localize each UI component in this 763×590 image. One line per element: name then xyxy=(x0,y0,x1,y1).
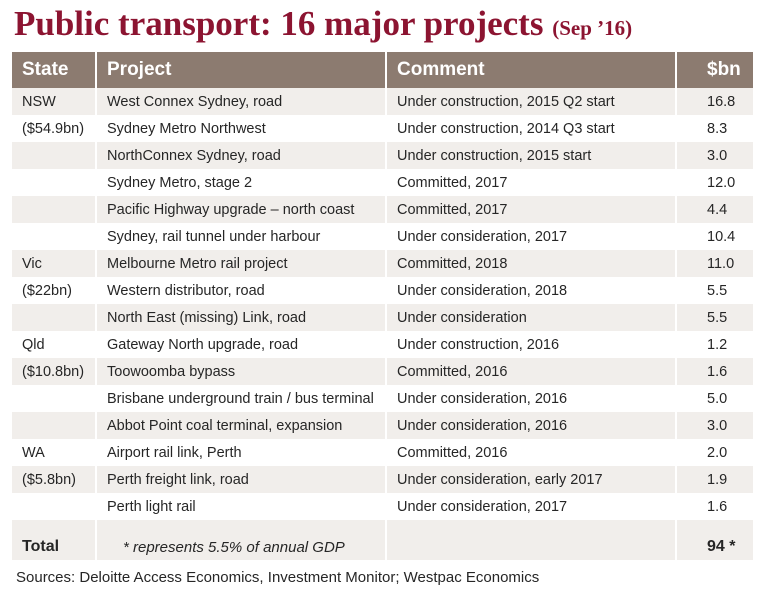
cell-comment: Under consideration, 2016 xyxy=(386,385,677,412)
cell-state: WA xyxy=(12,439,97,466)
table-row: Vic Melbourne Metro rail project Committ… xyxy=(12,250,753,277)
cell-state xyxy=(12,493,97,520)
cell-value: 16.8 xyxy=(676,88,753,115)
projects-table: State Project Comment $bn NSW West Conne… xyxy=(12,52,753,560)
table-row: Qld Gateway North upgrade, road Under co… xyxy=(12,331,753,358)
cell-project: Sydney Metro Northwest xyxy=(96,115,387,142)
table-row: Perth light rail Under consideration, 20… xyxy=(12,493,753,520)
cell-project: Sydney, rail tunnel under harbour xyxy=(96,223,387,250)
cell-value: 1.6 xyxy=(676,493,753,520)
cell-value: 2.0 xyxy=(676,439,753,466)
cell-state: NSW xyxy=(12,88,97,115)
cell-value: 11.0 xyxy=(676,250,753,277)
header-value: $bn xyxy=(676,52,753,88)
table-total-row: Total * represents 5.5% of annual GDP 94… xyxy=(12,534,753,560)
cell-comment: Under consideration, 2018 xyxy=(386,277,677,304)
cell-value: 1.9 xyxy=(676,466,753,493)
cell-value: 10.4 xyxy=(676,223,753,250)
cell-comment: Committed, 2016 xyxy=(386,358,677,385)
table-row: Abbot Point coal terminal, expansion Und… xyxy=(12,412,753,439)
cell-state xyxy=(12,412,97,439)
cell-state xyxy=(12,142,97,169)
cell-project: West Connex Sydney, road xyxy=(96,88,387,115)
cell-value: 3.0 xyxy=(676,412,753,439)
title-date: (Sep ’16) xyxy=(552,16,633,40)
cell-comment: Committed, 2016 xyxy=(386,439,677,466)
cell-value: 1.6 xyxy=(676,358,753,385)
cell-project: Airport rail link, Perth xyxy=(96,439,387,466)
cell-state xyxy=(12,169,97,196)
cell-comment: Under consideration, 2017 xyxy=(386,493,677,520)
cell-comment: Under construction, 2016 xyxy=(386,331,677,358)
table-header-row: State Project Comment $bn xyxy=(12,52,753,88)
header-project: Project xyxy=(96,52,387,88)
page-title: Public transport: 16 major projects (Sep… xyxy=(14,4,632,48)
cell-value: 4.4 xyxy=(676,196,753,223)
cell-value: 3.0 xyxy=(676,142,753,169)
cell-state: Vic xyxy=(12,250,97,277)
cell-project: Perth freight link, road xyxy=(96,466,387,493)
table-row: WA Airport rail link, Perth Committed, 2… xyxy=(12,439,753,466)
cell-project: Melbourne Metro rail project xyxy=(96,250,387,277)
cell-comment: Under consideration, 2017 xyxy=(386,223,677,250)
cell-project: North East (missing) Link, road xyxy=(96,304,387,331)
table-row: ($54.9bn) Sydney Metro Northwest Under c… xyxy=(12,115,753,142)
cell-state xyxy=(12,304,97,331)
table-row: Pacific Highway upgrade – north coast Co… xyxy=(12,196,753,223)
cell-state: ($54.9bn) xyxy=(12,115,97,142)
cell-state xyxy=(12,223,97,250)
cell-project: Pacific Highway upgrade – north coast xyxy=(96,196,387,223)
cell-value: 5.0 xyxy=(676,385,753,412)
cell-state: Qld xyxy=(12,331,97,358)
cell-project: Gateway North upgrade, road xyxy=(96,331,387,358)
cell-comment: Committed, 2017 xyxy=(386,196,677,223)
cell-state xyxy=(12,385,97,412)
cell-project: Perth light rail xyxy=(96,493,387,520)
cell-state: ($10.8bn) xyxy=(12,358,97,385)
cell-comment: Under consideration xyxy=(386,304,677,331)
table-row: Brisbane underground train / bus termina… xyxy=(12,385,753,412)
cell-project: Brisbane underground train / bus termina… xyxy=(96,385,387,412)
title-main: Public transport: 16 major projects xyxy=(14,4,544,43)
cell-state: ($22bn) xyxy=(12,277,97,304)
table-row: Sydney, rail tunnel under harbour Under … xyxy=(12,223,753,250)
cell-project: Toowoomba bypass xyxy=(96,358,387,385)
table-row: ($10.8bn) Toowoomba bypass Committed, 20… xyxy=(12,358,753,385)
total-value: 94 * xyxy=(676,534,753,560)
cell-value: 8.3 xyxy=(676,115,753,142)
cell-comment: Under construction, 2015 Q2 start xyxy=(386,88,677,115)
cell-comment: Committed, 2018 xyxy=(386,250,677,277)
cell-value: 1.2 xyxy=(676,331,753,358)
cell-project: Western distributor, road xyxy=(96,277,387,304)
table-row: Sydney Metro, stage 2 Committed, 2017 12… xyxy=(12,169,753,196)
cell-value: 12.0 xyxy=(676,169,753,196)
header-comment: Comment xyxy=(386,52,677,88)
cell-comment: Under construction, 2015 start xyxy=(386,142,677,169)
cell-value: 5.5 xyxy=(676,277,753,304)
table-row: NSW West Connex Sydney, road Under const… xyxy=(12,88,753,115)
cell-state xyxy=(12,196,97,223)
header-state: State xyxy=(12,52,97,88)
table-row: ($22bn) Western distributor, road Under … xyxy=(12,277,753,304)
table-spacer-row xyxy=(12,520,753,534)
cell-comment: Committed, 2017 xyxy=(386,169,677,196)
cell-project: NorthConnex Sydney, road xyxy=(96,142,387,169)
cell-comment: Under consideration, 2016 xyxy=(386,412,677,439)
cell-state: ($5.8bn) xyxy=(12,466,97,493)
total-empty-cell xyxy=(386,534,677,560)
table-row: ($5.8bn) Perth freight link, road Under … xyxy=(12,466,753,493)
cell-project: Abbot Point coal terminal, expansion xyxy=(96,412,387,439)
table-row: North East (missing) Link, road Under co… xyxy=(12,304,753,331)
total-note: * represents 5.5% of annual GDP xyxy=(96,534,387,560)
table-row: NorthConnex Sydney, road Under construct… xyxy=(12,142,753,169)
source-note: Sources: Deloitte Access Economics, Inve… xyxy=(16,569,540,586)
cell-comment: Under consideration, early 2017 xyxy=(386,466,677,493)
cell-value: 5.5 xyxy=(676,304,753,331)
cell-project: Sydney Metro, stage 2 xyxy=(96,169,387,196)
total-label: Total xyxy=(12,534,97,560)
cell-comment: Under construction, 2014 Q3 start xyxy=(386,115,677,142)
